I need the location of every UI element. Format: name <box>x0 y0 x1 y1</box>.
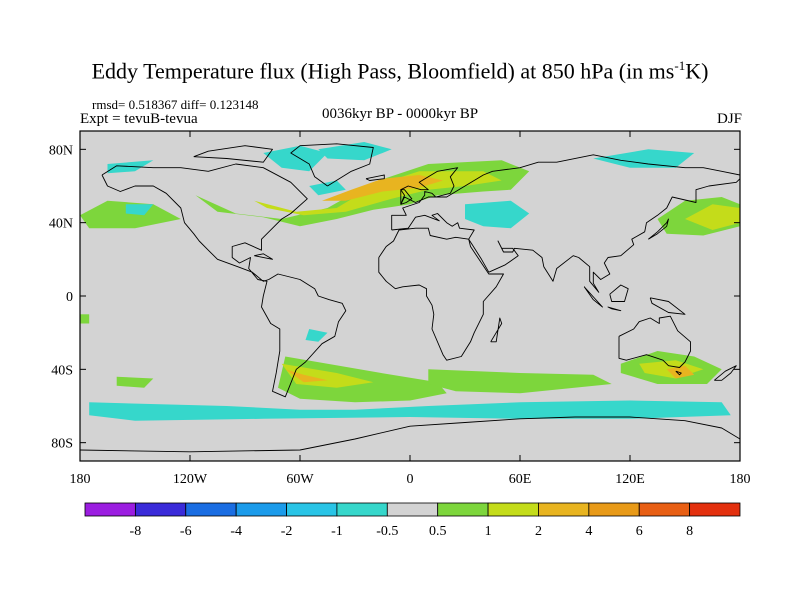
lat-tick-label: 80N <box>49 143 73 158</box>
anomaly-region-9 <box>428 369 612 394</box>
lon-tick-label: 120E <box>615 472 645 487</box>
anomaly-region-3 <box>80 200 181 229</box>
experiment-label: Expt = tevuB-tevua <box>80 111 198 127</box>
lon-tick-label: 180 <box>730 472 751 487</box>
anomaly-region-6 <box>278 356 447 403</box>
anomaly-region-15 <box>263 145 328 172</box>
figure-title: Eddy Temperature flux (High Pass, Bloomf… <box>0 58 800 84</box>
colorbar-label: 1 <box>485 524 492 539</box>
lon-tick-label: 0 <box>407 472 414 487</box>
coastline-9 <box>714 365 737 381</box>
anomaly-region-23 <box>305 329 328 342</box>
colorbar-swatch-1 <box>134 502 187 517</box>
coastline-6 <box>400 189 413 205</box>
lat-tick-label: 40N <box>49 217 73 232</box>
anomaly-region-8 <box>285 369 328 383</box>
colorbar-swatch-5 <box>336 502 388 517</box>
coastline-1 <box>290 143 374 187</box>
title-superscript: -1 <box>674 58 686 73</box>
anomaly-region-18 <box>125 204 154 216</box>
colorbar-swatch-4 <box>286 502 338 517</box>
colorbar: -8 -6 -4 -2 -1 -0.5 0.5 1 2 4 6 8 <box>84 502 741 539</box>
anomaly-region-21 <box>465 200 530 229</box>
coastline-16 <box>365 174 385 181</box>
colorbar-swatch-0 <box>84 502 136 517</box>
colorbar-label: -1 <box>331 524 343 539</box>
period-label: 0036kyr BP - 0000kyr BP <box>321 106 479 122</box>
coastline-4 <box>618 315 691 368</box>
anomaly-region-14 <box>80 314 90 324</box>
colorbar-swatch-7 <box>437 502 489 517</box>
colorbar-label: 0.5 <box>429 524 447 539</box>
coastline-10 <box>193 145 273 163</box>
coastline-5 <box>80 416 740 453</box>
colorbar-label: 8 <box>686 524 693 539</box>
lat-tick-label: 0 <box>66 290 73 305</box>
anomaly-region-13 <box>116 376 154 388</box>
anomaly-region-20 <box>593 149 695 168</box>
coastline-13 <box>609 284 629 302</box>
stats-label: rmsd= 0.518367 diff= 0.123148 <box>92 97 259 112</box>
coastline-8 <box>648 218 669 240</box>
colorbar-swatch-8 <box>487 502 539 517</box>
coastline-11 <box>583 286 603 308</box>
colorbar-label: 4 <box>585 524 592 539</box>
anomaly-region-1 <box>254 171 502 216</box>
colorbar-swatch-9 <box>538 502 590 517</box>
colorbar-label: 6 <box>636 524 643 539</box>
colorbar-swatch-10 <box>588 502 640 517</box>
axis-ticks: 180 120W 60W 0 60E 120E 180 80N 40N 0 40S 80S <box>49 131 751 487</box>
season-label: DJF <box>716 111 742 127</box>
lon-tick-label: 60E <box>509 472 532 487</box>
anomaly-region-5 <box>685 204 740 230</box>
lat-tick-label: 80S <box>51 437 73 452</box>
colorbar-label: 2 <box>535 524 542 539</box>
lon-tick-label: 120W <box>173 472 208 487</box>
anomaly-region-12 <box>666 365 695 379</box>
colorbar-label: -2 <box>281 524 293 539</box>
colorbar-swatch-3 <box>235 502 287 517</box>
colorbar-swatch-2 <box>185 502 237 517</box>
coastline-12 <box>607 306 622 312</box>
colorbar-swatch-12 <box>689 502 741 517</box>
colorbar-label: -6 <box>180 524 192 539</box>
colorbar-swatch-6 <box>386 502 439 517</box>
colorbar-label: -8 <box>130 524 142 539</box>
anomaly-region-22 <box>89 400 731 421</box>
coastline-0 <box>101 163 347 398</box>
coastline-15 <box>254 253 273 260</box>
coastline-7 <box>490 317 503 343</box>
lon-tick-label: 60W <box>286 472 314 487</box>
title-unit-end: K) <box>685 58 709 84</box>
anomaly-region-2 <box>322 175 443 201</box>
coastline-2 <box>391 154 740 293</box>
map-area <box>79 130 741 462</box>
coastline-3 <box>378 227 504 361</box>
lon-tick-label: 180 <box>70 472 91 487</box>
coastline-17 <box>675 370 682 376</box>
anomaly-region-19 <box>309 180 346 196</box>
coastline-14 <box>649 297 686 315</box>
colorbar-label: -4 <box>230 524 242 539</box>
anomaly-region-16 <box>318 142 392 161</box>
coastlines <box>80 143 740 453</box>
colorbar-swatch-11 <box>638 502 691 517</box>
title-main: Eddy Temperature flux (High Pass, Bloomf… <box>91 58 675 84</box>
lat-tick-label: 40S <box>51 363 73 378</box>
colorbar-label: -0.5 <box>376 524 398 539</box>
